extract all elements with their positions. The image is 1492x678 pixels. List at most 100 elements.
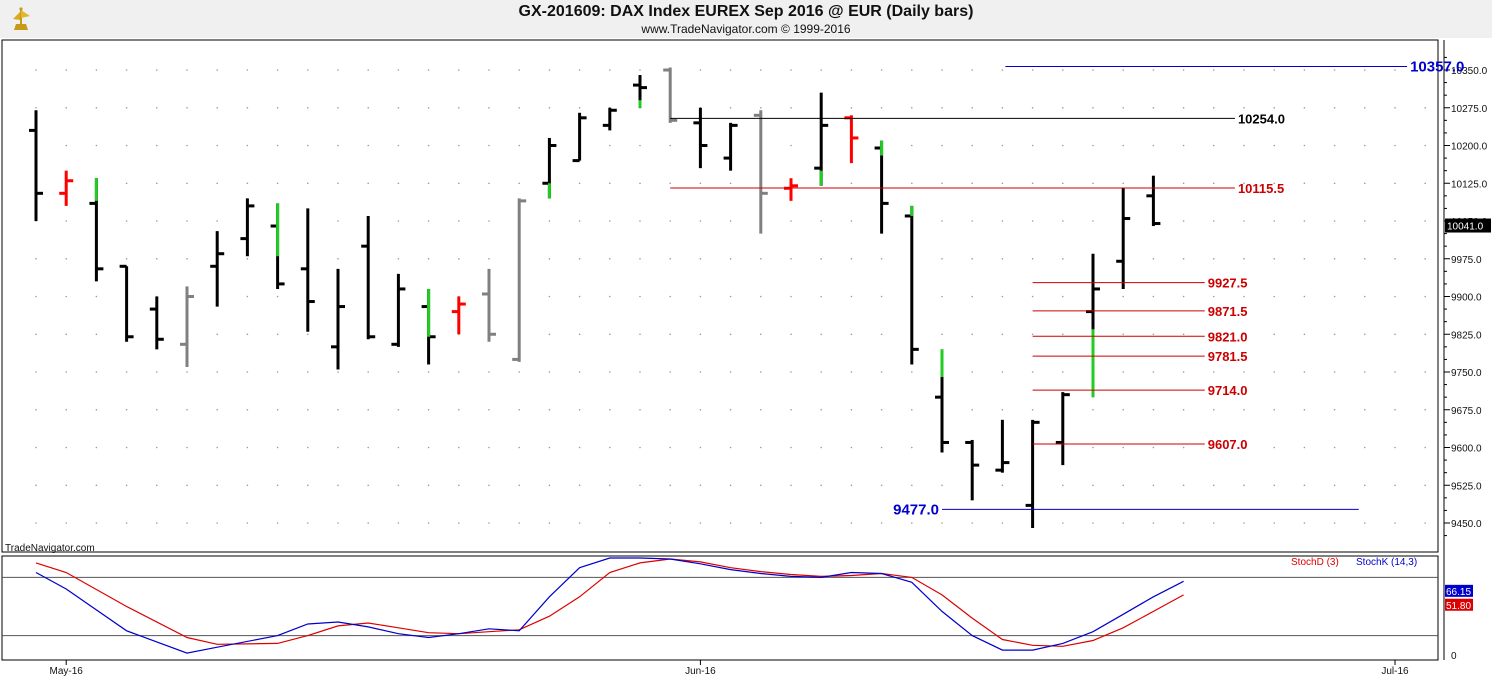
grid-dot (1182, 333, 1185, 336)
grid-dot (337, 258, 339, 260)
grid-dot (427, 107, 430, 109)
title-bar: GX-201609: DAX Index EUREX Sep 2016 @ EU… (0, 0, 1492, 38)
grid-dot (458, 69, 460, 71)
grid-dot (669, 295, 671, 298)
grid-dot (488, 371, 490, 373)
grid-dot (216, 446, 218, 449)
grid-dot (1303, 446, 1306, 449)
grid-dot (1062, 258, 1064, 260)
grid-dot (548, 295, 551, 298)
grid-dot (729, 295, 732, 298)
grid-dot (35, 409, 37, 411)
grid-dot (276, 371, 279, 373)
y-tick-label: 10200.0 (1451, 142, 1488, 153)
grid-dot (458, 409, 460, 411)
grid-dot (397, 371, 400, 373)
grid-dot (65, 144, 67, 147)
grid-dot (246, 295, 249, 298)
last-price-flag (1445, 218, 1491, 233)
grid-dot (1182, 409, 1185, 411)
grid-dot (1182, 484, 1185, 487)
grid-dot (1001, 484, 1004, 487)
grid-dot (367, 409, 370, 411)
grid-dot (156, 409, 158, 411)
grid-dot (246, 446, 249, 449)
grid-dot (1092, 484, 1094, 487)
grid-dot (35, 371, 37, 373)
grid-dot (1031, 69, 1034, 71)
level-label: 10357.0 (1410, 58, 1464, 75)
grid-dot (1424, 333, 1426, 336)
level-label: 10115.5 (1238, 181, 1284, 196)
grid-dot (1182, 220, 1185, 222)
grid-dot (880, 295, 883, 298)
grid-dot (790, 295, 792, 298)
grid-dot (699, 258, 702, 260)
grid-dot (1122, 409, 1124, 411)
grid-dot (95, 295, 98, 298)
grid-dot (95, 522, 98, 524)
grid-dot (95, 69, 98, 71)
grid-dot (1394, 295, 1396, 298)
grid-dot (790, 220, 792, 222)
grid-dot (1001, 522, 1004, 524)
grid-dot (427, 182, 430, 185)
grid-dot (971, 295, 973, 298)
grid-dot (367, 446, 370, 449)
grid-dot (1001, 220, 1004, 222)
grid-dot (1394, 182, 1396, 185)
grid-dot (125, 69, 128, 71)
grid-dot (1424, 295, 1426, 298)
grid-dot (1062, 107, 1064, 109)
grid-dot (578, 371, 581, 373)
grid-dot (669, 144, 671, 147)
grid-dot (669, 371, 671, 373)
x-tick-label: Jul-16 (1381, 666, 1409, 677)
grid-dot (337, 107, 339, 109)
grid-dot (971, 107, 973, 109)
grid-dot (65, 220, 67, 222)
grid-dot (850, 333, 853, 336)
level-label: 9477.0 (893, 501, 939, 518)
grid-dot (276, 522, 279, 524)
grid-dot (35, 107, 37, 109)
grid-dot (850, 522, 853, 524)
grid-dot (820, 220, 822, 222)
y-tick-label: 9750.0 (1451, 368, 1482, 379)
grid-dot (971, 522, 973, 524)
grid-dot (458, 182, 460, 185)
grid-dot (1062, 333, 1064, 336)
grid-dot (1152, 371, 1155, 373)
grid-dot (1273, 371, 1275, 373)
grid-dot (1364, 484, 1366, 487)
grid-dot (1213, 220, 1215, 222)
grid-dot (216, 220, 218, 222)
grid-dot (639, 69, 641, 71)
grid-dot (35, 484, 37, 487)
grid-dot (609, 69, 611, 71)
grid-dot (276, 484, 279, 487)
grid-dot (971, 371, 973, 373)
grid-dot (1364, 258, 1366, 260)
grid-dot (1424, 258, 1426, 260)
grid-dot (35, 446, 37, 449)
grid-dot (1243, 295, 1245, 298)
grid-dot (790, 333, 792, 336)
price-bar (149, 296, 164, 350)
grid-dot (1182, 107, 1185, 109)
grid-dot (941, 220, 943, 222)
grid-dot (760, 371, 762, 373)
grid-dot (850, 107, 853, 109)
grid-dot (1303, 258, 1306, 260)
grid-dot (458, 107, 460, 109)
grid-dot (609, 295, 611, 298)
grid-dot (971, 144, 973, 147)
grid-dot (427, 484, 430, 487)
grid-dot (1394, 220, 1396, 222)
grid-dot (1152, 446, 1155, 449)
grid-dot (1333, 484, 1336, 487)
grid-dot (941, 69, 943, 71)
grid-dot (1031, 258, 1034, 260)
grid-dot (548, 69, 551, 71)
level-label: 9607.0 (1208, 437, 1248, 452)
